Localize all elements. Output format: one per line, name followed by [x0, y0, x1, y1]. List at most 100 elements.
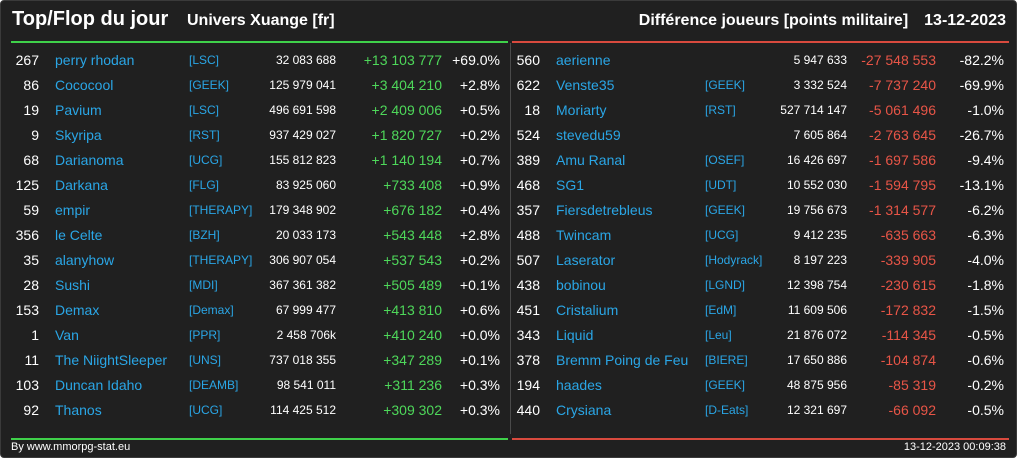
- player-guild-link[interactable]: [PPR]: [189, 328, 221, 342]
- player-guild-link[interactable]: [UCG]: [705, 228, 739, 242]
- player-guild-link[interactable]: [UNS]: [189, 353, 222, 367]
- player-name-link[interactable]: SG1: [556, 177, 585, 193]
- player-name-link[interactable]: Laserator: [556, 252, 616, 268]
- player-guild-link[interactable]: [LGND]: [705, 278, 746, 292]
- player-point-difference: -7 737 240: [869, 77, 936, 93]
- player-point-difference: +347 289: [383, 352, 442, 368]
- player-name-link[interactable]: The NiightSleeper: [55, 352, 168, 368]
- player-name-link[interactable]: Bremm Poing de Feu: [556, 352, 689, 368]
- player-name-link[interactable]: Venste35: [556, 77, 615, 93]
- player-rank: 19: [23, 102, 39, 118]
- player-name-link[interactable]: aerienne: [556, 52, 611, 68]
- player-guild-link[interactable]: [BIERE]: [705, 353, 748, 367]
- player-percent-change: +0.3%: [459, 377, 500, 393]
- player-guild-link[interactable]: [LSC]: [189, 53, 220, 67]
- player-total-points: 83 925 060: [275, 178, 336, 192]
- player-rank: 622: [516, 77, 540, 93]
- player-name-link[interactable]: haades: [556, 377, 602, 393]
- player-guild-link[interactable]: [LSC]: [189, 103, 220, 117]
- flop-row: 560 aerienne 5 947 633 -27 548 553 -82.2%: [512, 48, 1009, 73]
- player-total-points: 3 332 524: [793, 78, 847, 92]
- player-guild-link[interactable]: [GEEK]: [189, 78, 230, 92]
- player-name-link[interactable]: Amu Ranal: [556, 152, 626, 168]
- player-name-link[interactable]: Moriarty: [556, 102, 607, 118]
- top-row: 19 Pavium [LSC] 496 691 598 +2 409 006 +0.5%: [11, 98, 508, 123]
- player-name-link[interactable]: Cococool: [55, 77, 114, 93]
- player-name-link[interactable]: Sushi: [55, 277, 91, 293]
- player-percent-change: +0.2%: [459, 252, 500, 268]
- player-guild-link[interactable]: [RST]: [189, 128, 220, 142]
- player-percent-change: -0.6%: [967, 352, 1004, 368]
- player-rank: 357: [516, 202, 540, 218]
- player-guild-link[interactable]: [D-Eats]: [705, 403, 749, 417]
- player-percent-change: -1.8%: [967, 277, 1004, 293]
- player-name-link[interactable]: alanyhow: [55, 252, 115, 268]
- player-point-difference: +676 182: [383, 202, 442, 218]
- player-name-link[interactable]: le Celte: [55, 227, 103, 243]
- player-name-link[interactable]: Darkana: [55, 177, 108, 193]
- player-name-link[interactable]: Cristalium: [556, 302, 619, 318]
- player-percent-change: +0.9%: [459, 177, 500, 193]
- player-guild-link[interactable]: [GEEK]: [705, 78, 746, 92]
- player-guild-link[interactable]: [Leu]: [705, 328, 732, 342]
- player-name-link[interactable]: Thanos: [55, 402, 102, 418]
- player-name-link[interactable]: Darianoma: [55, 152, 124, 168]
- player-guild-link[interactable]: [RST]: [705, 103, 736, 117]
- universe-label: Univers Xuange [fr]: [187, 12, 335, 29]
- player-name-link[interactable]: Liquid: [556, 327, 594, 343]
- player-name-link[interactable]: Pavium: [55, 102, 102, 118]
- player-guild-link[interactable]: [EdM]: [705, 303, 737, 317]
- player-name-link[interactable]: perry rhodan: [55, 52, 135, 68]
- player-name-link[interactable]: Duncan Idaho: [55, 377, 143, 393]
- player-point-difference: -104 874: [880, 352, 936, 368]
- player-guild-link[interactable]: [Demax]: [189, 303, 234, 317]
- player-rank: 468: [516, 177, 540, 193]
- player-name-link[interactable]: stevedu59: [556, 127, 621, 143]
- player-guild-link[interactable]: [UCG]: [189, 403, 223, 417]
- player-guild-link[interactable]: [UCG]: [189, 153, 223, 167]
- player-percent-change: +69.0%: [452, 52, 500, 68]
- top-row: 125 Darkana [FLG] 83 925 060 +733 408 +0.9%: [11, 173, 508, 198]
- player-point-difference: +309 302: [383, 402, 442, 418]
- player-guild-link[interactable]: [OSEF]: [705, 153, 745, 167]
- player-rank: 18: [524, 102, 540, 118]
- metric-label: Différence joueurs [points militaire]: [638, 12, 909, 29]
- flop-row: 389 Amu Ranal [OSEF] 16 426 697 -1 697 586 -9…: [512, 148, 1009, 173]
- player-point-difference: +543 448: [383, 227, 442, 243]
- player-name-link[interactable]: Fiersdetrebleus: [556, 202, 653, 218]
- player-name-link[interactable]: bobinou: [556, 277, 606, 293]
- player-percent-change: -6.2%: [967, 202, 1004, 218]
- column-divider: [510, 43, 511, 434]
- player-guild-link[interactable]: [GEEK]: [705, 378, 746, 392]
- player-guild-link[interactable]: [GEEK]: [705, 203, 746, 217]
- top-row: 92 Thanos [UCG] 114 425 512 +309 302 +0.3%: [11, 398, 508, 423]
- player-rank: 343: [516, 327, 540, 343]
- player-name-link[interactable]: Crysiana: [556, 402, 612, 418]
- player-guild-link[interactable]: [FLG]: [189, 178, 220, 192]
- flop-row: 468 SG1 [UDT] 10 552 030 -1 594 795 -13.1%: [512, 173, 1009, 198]
- player-point-difference: +410 240: [383, 327, 442, 343]
- player-name-link[interactable]: Demax: [55, 302, 100, 318]
- player-guild-link[interactable]: [Hodyrack]: [705, 253, 763, 267]
- player-guild-link[interactable]: [BZH]: [189, 228, 220, 242]
- player-point-difference: +733 408: [383, 177, 442, 193]
- player-guild-link[interactable]: [MDI]: [189, 278, 218, 292]
- player-name-link[interactable]: Van: [55, 327, 79, 343]
- player-guild-link[interactable]: [THERAPY]: [189, 253, 253, 267]
- player-guild-link[interactable]: [UDT]: [705, 178, 737, 192]
- player-rank: 103: [15, 377, 39, 393]
- player-rank: 11: [24, 352, 39, 368]
- player-name-link[interactable]: empir: [55, 202, 91, 218]
- player-guild-link[interactable]: [THERAPY]: [189, 203, 253, 217]
- player-point-difference: -1 594 795: [869, 177, 936, 193]
- player-guild-link[interactable]: [DEAMB]: [189, 378, 239, 392]
- player-total-points: 937 429 027: [269, 128, 336, 142]
- player-name-link[interactable]: Skyripa: [55, 127, 102, 143]
- player-rank: 560: [516, 52, 540, 68]
- player-point-difference: +13 103 777: [363, 52, 442, 68]
- player-percent-change: -0.5%: [967, 327, 1004, 343]
- player-name-link[interactable]: Twincam: [556, 227, 612, 243]
- flop-row: 438 bobinou [LGND] 12 398 754 -230 615 -1.8%: [512, 273, 1009, 298]
- player-percent-change: -0.2%: [967, 377, 1004, 393]
